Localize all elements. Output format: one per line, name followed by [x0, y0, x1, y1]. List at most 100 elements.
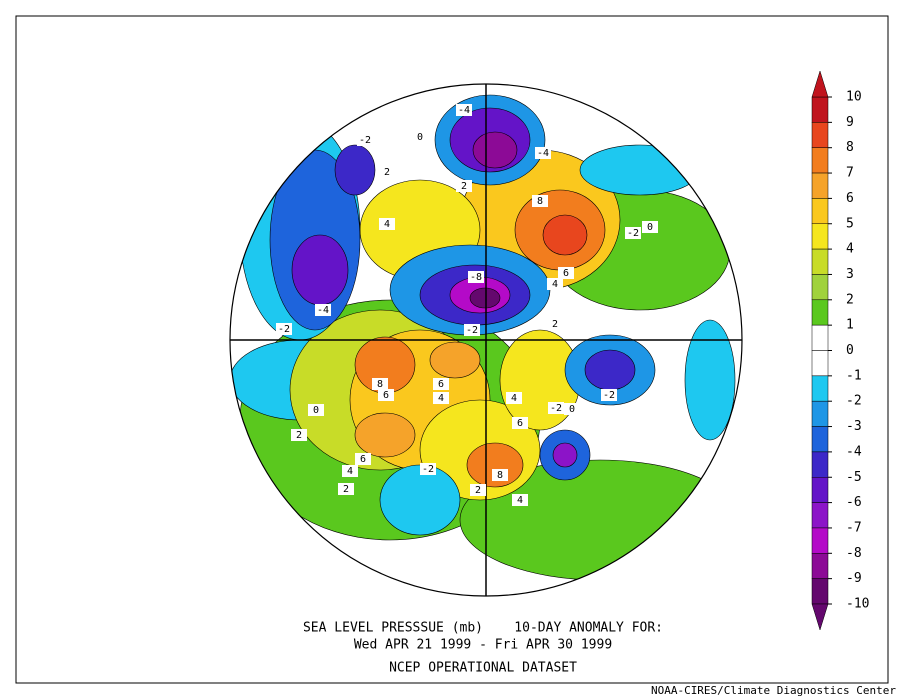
- label-box: [338, 483, 354, 495]
- contour-label: 2: [475, 485, 481, 496]
- label-box: [468, 271, 484, 283]
- contour-label: -2: [627, 228, 639, 239]
- label-box: [470, 484, 486, 496]
- label-box: [464, 324, 480, 336]
- label-box: [547, 318, 563, 330]
- label-box: [276, 323, 292, 335]
- colorbar-segment: [811, 553, 829, 579]
- contour-label: -4: [537, 148, 549, 159]
- label-box: [564, 403, 580, 415]
- contour-label: 4: [347, 466, 353, 477]
- contour-label: 4: [384, 219, 390, 230]
- anomaly-region: [379, 464, 461, 536]
- contour-label: 8: [377, 379, 383, 390]
- contour-label: -2: [466, 325, 478, 336]
- label-box: [342, 465, 358, 477]
- contour-label: 0: [569, 404, 575, 415]
- label-box: [512, 417, 528, 429]
- contour-label: 0: [417, 132, 423, 143]
- contour-label: 2: [461, 181, 467, 192]
- contour-label: -2: [550, 403, 562, 414]
- contour-label: 6: [383, 390, 389, 401]
- label-box: [379, 218, 395, 230]
- label-box: [548, 402, 564, 414]
- label-box: [512, 494, 528, 506]
- contour-label: -8: [470, 272, 482, 283]
- contour-label: 2: [384, 167, 390, 178]
- contour-label: -2: [603, 390, 615, 401]
- contour-label: 4: [517, 495, 523, 506]
- colorbar-segment: [811, 147, 829, 174]
- anomaly-region: [466, 442, 524, 488]
- anomaly-region: [579, 144, 701, 196]
- anomaly-region: [584, 349, 636, 391]
- colorbar-segment: [811, 426, 829, 453]
- colorbar-tick-label: 3: [846, 267, 854, 282]
- colorbar-segment: [811, 122, 829, 148]
- contour-label: 4: [511, 393, 517, 404]
- label-box: [420, 463, 436, 475]
- label-box: [558, 267, 574, 279]
- colorbar-tick-label: 2: [846, 292, 854, 307]
- anomaly-region: [354, 412, 416, 458]
- title-line: SEA LEVEL PRESSSUE (mb) 10-DAY ANOMALY F…: [303, 621, 663, 636]
- label-box: [355, 453, 371, 465]
- label-box: [547, 278, 563, 290]
- colorbar-tick-label: 5: [846, 216, 854, 231]
- label-box: [532, 195, 548, 207]
- anomaly-region: [291, 234, 349, 306]
- colorbar-segment: [811, 96, 829, 123]
- colorbar-segment: [811, 502, 829, 529]
- contour-label: 2: [552, 319, 558, 330]
- colorbar-arrow: [811, 70, 829, 98]
- anomaly-region: [429, 341, 481, 379]
- anomaly-region: [472, 131, 518, 169]
- colorbar-segment: [811, 451, 829, 478]
- label-box: [433, 392, 449, 404]
- colorbar-segment: [811, 274, 829, 301]
- colorbar-segment: [811, 172, 829, 199]
- contour-label: 4: [438, 393, 444, 404]
- colorbar-segment: [811, 248, 829, 275]
- colorbar-tick-label: 4: [846, 242, 854, 257]
- label-box: [357, 134, 373, 146]
- contour-label: -2: [359, 135, 371, 146]
- colorbar-tick-label: -3: [846, 419, 862, 434]
- colorbar-tick-label: -10: [846, 597, 869, 612]
- colorbar-segment: [811, 324, 829, 351]
- contour-label: 6: [517, 418, 523, 429]
- anomaly-region: [334, 144, 376, 196]
- label-box: [601, 389, 617, 401]
- colorbar-tick-label: -9: [846, 571, 862, 586]
- colorbar-tick-label: -7: [846, 520, 862, 535]
- contour-label: -4: [458, 105, 470, 116]
- contour-label: 8: [497, 470, 503, 481]
- contour-label: 6: [563, 268, 569, 279]
- colorbar-segment: [811, 350, 829, 377]
- contour-label: 2: [343, 484, 349, 495]
- colorbar-segment: [811, 578, 829, 605]
- contour-label: 0: [647, 222, 653, 233]
- colorbar-tick-label: 8: [846, 140, 854, 155]
- colorbar-tick-label: -1: [846, 368, 862, 383]
- anomaly-region: [552, 442, 578, 468]
- label-box: [506, 392, 522, 404]
- contour-label: 4: [552, 279, 558, 290]
- anomaly-region: [684, 319, 736, 441]
- colorbar-segment: [811, 400, 829, 427]
- colorbar-segment: [811, 477, 829, 503]
- label-box: [433, 378, 449, 390]
- colorbar-tick-label: 10: [846, 90, 862, 105]
- colorbar-tick-label: -5: [846, 470, 862, 485]
- colorbar-tick-label: 0: [846, 343, 854, 358]
- label-box: [412, 131, 428, 143]
- colorbar-tick-label: 6: [846, 191, 854, 206]
- contour-label: 6: [360, 454, 366, 465]
- label-box: [492, 469, 508, 481]
- label-box: [372, 378, 388, 390]
- colorbar-tick-label: 1: [846, 318, 854, 333]
- label-box: [456, 104, 472, 116]
- label-box: [378, 389, 394, 401]
